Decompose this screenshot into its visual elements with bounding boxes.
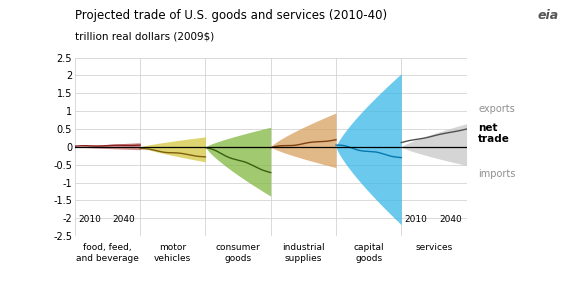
- Text: consumer
goods: consumer goods: [215, 242, 260, 263]
- Text: Projected trade of U.S. goods and services (2010-40): Projected trade of U.S. goods and servic…: [75, 9, 387, 22]
- Text: 2010: 2010: [78, 215, 101, 224]
- Text: exports: exports: [478, 104, 515, 114]
- Text: imports: imports: [478, 169, 516, 179]
- Text: 2010: 2010: [404, 215, 427, 224]
- Text: capital
goods: capital goods: [353, 242, 384, 263]
- Text: motor
vehicles: motor vehicles: [154, 242, 191, 263]
- Text: food, feed,
and beverage: food, feed, and beverage: [76, 242, 139, 263]
- Text: net
trade: net trade: [478, 122, 510, 144]
- Text: 2040: 2040: [113, 215, 135, 224]
- Text: trillion real dollars (2009$): trillion real dollars (2009$): [75, 32, 214, 42]
- Text: industrial
supplies: industrial supplies: [282, 242, 325, 263]
- Text: 2040: 2040: [439, 215, 462, 224]
- Text: eia: eia: [537, 9, 559, 22]
- Text: services: services: [415, 242, 453, 252]
